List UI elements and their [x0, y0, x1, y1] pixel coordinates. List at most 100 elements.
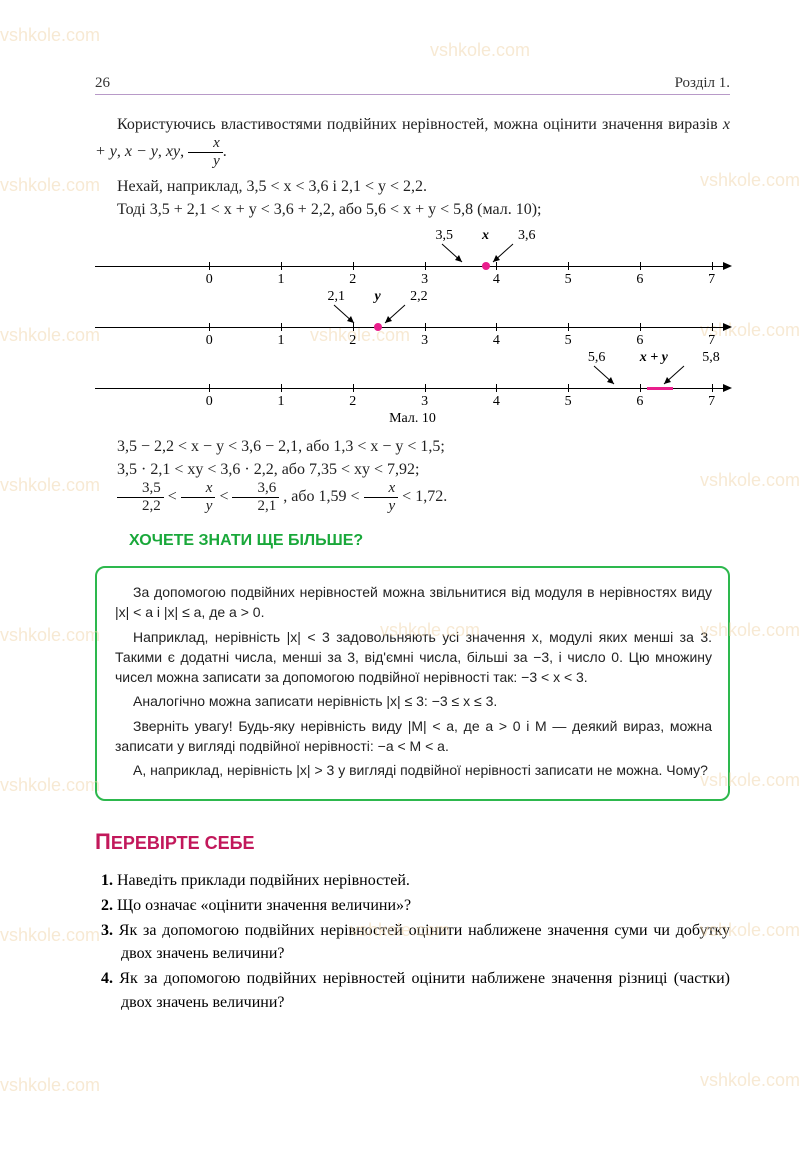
fraction: xy	[364, 481, 399, 514]
annotation-right: 2,2	[410, 289, 428, 305]
tick-mark	[281, 262, 282, 270]
annotation-right: 5,8	[702, 350, 720, 366]
callout-title: ХОЧЕТЕ ЗНАТИ ЩЕ БІЛЬШЕ?	[121, 532, 371, 550]
tick-mark	[712, 384, 713, 392]
tick-label: 1	[278, 272, 285, 288]
question-text: Наведіть приклади подвійних нерівностей.	[117, 872, 410, 889]
annotation-right: 3,6	[518, 228, 536, 244]
tick-label: 1	[278, 333, 285, 349]
watermark-text: vshkole.com	[700, 1070, 800, 1091]
tick-mark	[568, 262, 569, 270]
page-number: 26	[95, 75, 110, 92]
denominator: 2,1	[232, 498, 279, 514]
tick-label: 2	[349, 272, 356, 288]
tick-label: 0	[206, 333, 213, 349]
denominator: 2,2	[117, 498, 164, 514]
chapter-label: Розділ 1.	[675, 75, 730, 92]
text-run: Користуючись властивостями подвійних нер…	[117, 116, 723, 133]
callout-p1: За допомогою подвійних нерівностей можна…	[115, 582, 712, 623]
axis-arrow-icon	[723, 323, 732, 331]
page-content: 26 Розділ 1. Користуючись властивостями …	[0, 0, 800, 1056]
tick-mark	[281, 384, 282, 392]
list-item: 1. Наведіть приклади подвійних нерівност…	[95, 869, 730, 892]
intro-paragraph-3: Тоді 3,5 + 2,1 < x + y < 3,6 + 2,2, або …	[95, 198, 730, 221]
annotation-var: y	[374, 289, 380, 305]
watermark-text: vshkole.com	[0, 1075, 100, 1096]
heading-rest: ЕРЕВІРТЕ СЕБЕ	[111, 833, 255, 853]
pointer-arrow-icon	[438, 242, 466, 264]
tick-mark	[281, 323, 282, 331]
calc-line-2: 3,5 · 2,1 < xy < 3,6 · 2,2, або 7,35 < x…	[95, 458, 730, 481]
number-line-2: 2,1 y 2,2 01234567	[95, 289, 730, 344]
tick-label: 2	[349, 333, 356, 349]
list-item: 2. Що означає «оцінити значення величини…	[95, 894, 730, 917]
axis-arrow-icon	[723, 384, 732, 392]
pointer-arrow-icon	[590, 364, 618, 386]
pointer-arrow-icon	[489, 242, 517, 264]
tick-mark	[640, 323, 641, 331]
tick-mark	[425, 384, 426, 392]
tick-mark	[353, 323, 354, 331]
tick-label: 7	[708, 272, 715, 288]
list-item: 3. Як за допомогою подвійних нерівностей…	[95, 919, 730, 965]
denominator: y	[181, 498, 216, 514]
calc-line-3: 3,52,2 < xy < 3,62,1 , або 1,59 < xy < 1…	[95, 481, 730, 514]
fraction: xy	[181, 481, 216, 514]
axis-line	[95, 266, 730, 267]
tick-mark	[496, 384, 497, 392]
tick-label: 0	[206, 272, 213, 288]
section-heading: ПЕРЕВІРТЕ СЕБЕ	[95, 829, 730, 855]
tick-mark	[353, 262, 354, 270]
tick-mark	[209, 262, 210, 270]
tick-label: 3	[421, 394, 428, 410]
tick-label: 5	[565, 333, 572, 349]
callout-p2: Наприклад, нерівність |x| < 3 задовольня…	[115, 627, 712, 688]
number-line-3: 5,6 x + y 5,8 01234567	[95, 350, 730, 405]
heading-cap: П	[95, 829, 111, 854]
tick-label: 7	[708, 333, 715, 349]
tick-label: 4	[493, 272, 500, 288]
intro-paragraph-1: Користуючись властивостями подвійних нер…	[95, 113, 730, 169]
axis-line	[95, 327, 730, 328]
callout-p3: Аналогічно можна записати нерівність |x|…	[115, 691, 712, 711]
tick-mark	[712, 262, 713, 270]
page-header: 26 Розділ 1.	[95, 75, 730, 95]
tick-label: 7	[708, 394, 715, 410]
tick-label: 3	[421, 272, 428, 288]
pointer-arrow-icon	[381, 303, 409, 325]
numerator: x	[364, 481, 399, 498]
math-expr: x − y	[125, 143, 158, 160]
tick-mark	[712, 323, 713, 331]
text-run: < 1,72.	[402, 488, 447, 505]
tick-mark	[353, 384, 354, 392]
tick-mark	[209, 323, 210, 331]
marker-dot	[374, 323, 382, 331]
text-run: , або 1,59 <	[283, 488, 359, 505]
fraction: 3,52,2	[117, 481, 164, 514]
tick-label: 2	[349, 394, 356, 410]
pointer-arrow-icon	[330, 303, 358, 325]
marker-dot	[482, 262, 490, 270]
numerator: x	[181, 481, 216, 498]
pointer-arrow-icon	[660, 364, 688, 386]
tick-label: 3	[421, 333, 428, 349]
callout-p4: Зверніть увагу! Будь-яку нерівність виду…	[115, 716, 712, 757]
denominator: y	[364, 498, 399, 514]
tick-mark	[425, 262, 426, 270]
tick-mark	[425, 323, 426, 331]
tick-label: 6	[636, 272, 643, 288]
tick-mark	[209, 384, 210, 392]
axis-arrow-icon	[723, 262, 732, 270]
numerator: x	[188, 136, 223, 153]
intro-paragraph-2: Нехай, наприклад, 3,5 < x < 3,6 і 2,1 < …	[95, 175, 730, 198]
fraction: xy	[188, 136, 223, 169]
tick-mark	[496, 323, 497, 331]
question-text: Що означає «оцінити значення величини»?	[117, 897, 411, 914]
question-text: Як за допомогою подвійних нерівностей оц…	[119, 970, 730, 1010]
callout-p5: А, наприклад, нерівність |x| > 3 у вигля…	[115, 760, 712, 780]
list-item: 4. Як за допомогою подвійних нерівностей…	[95, 967, 730, 1013]
tick-label: 6	[636, 394, 643, 410]
callout-box: За допомогою подвійних нерівностей можна…	[95, 566, 730, 801]
tick-label: 6	[636, 333, 643, 349]
tick-label: 5	[565, 272, 572, 288]
